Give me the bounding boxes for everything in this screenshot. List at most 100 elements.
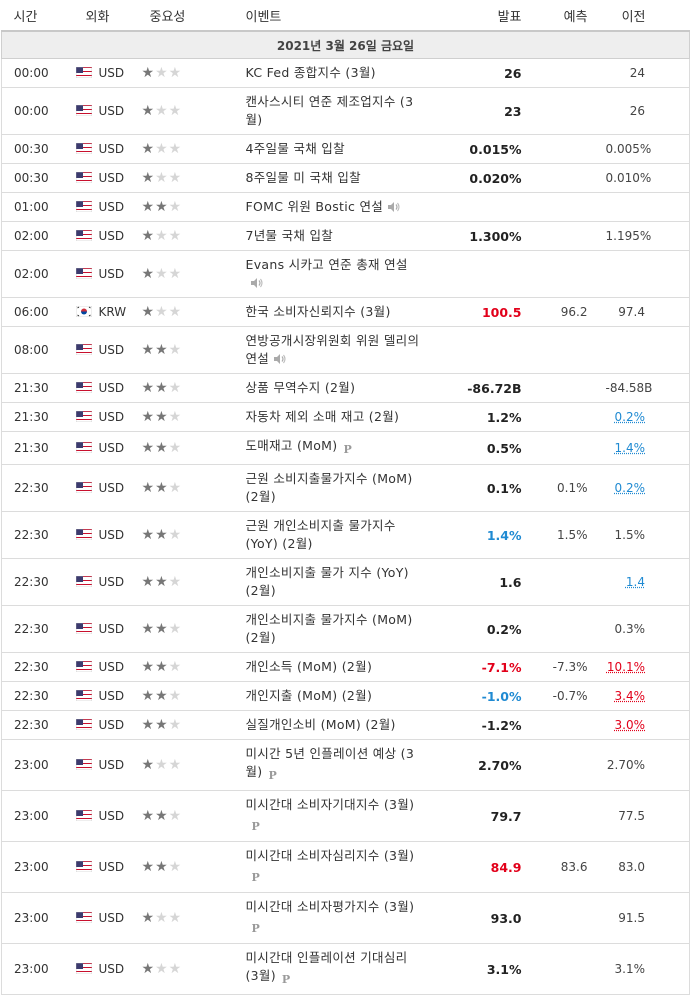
previous-value[interactable]: 3.0%	[615, 718, 646, 732]
event-name[interactable]: 4주일물 국채 입찰	[238, 135, 430, 164]
event-title[interactable]: 연방공개시장위원회 위원 델리의 연설	[246, 333, 420, 366]
event-title[interactable]: 7년물 국채 입찰	[246, 228, 334, 243]
table-row[interactable]: 22:30 USD ★★★ 개인소비지출 물가 지수 (YoY) (2월) 1.6 1.4	[2, 559, 690, 606]
speaker-icon	[387, 201, 401, 213]
event-title[interactable]: 개인지출 (MoM) (2월)	[246, 688, 373, 703]
event-title[interactable]: 미시간대 소비자기대지수 (3월)	[246, 797, 415, 812]
header-time[interactable]: 시간	[2, 0, 72, 31]
event-name[interactable]: 한국 소비자신뢰지수 (3월)	[238, 298, 430, 327]
event-title[interactable]: 8주일물 미 국채 입찰	[246, 170, 361, 185]
event-title[interactable]: 개인소비지출 물가지수 (MoM) (2월)	[246, 612, 413, 645]
event-currency: USD	[72, 740, 138, 791]
event-name[interactable]: KC Fed 종합지수 (3월)	[238, 59, 430, 88]
previous-value[interactable]: 3.4%	[615, 689, 646, 703]
event-title[interactable]: 한국 소비자신뢰지수 (3월)	[246, 304, 391, 319]
table-row[interactable]: 22:30 USD ★★★ 개인소비지출 물가지수 (MoM) (2월) 0.2% 0.3…	[2, 606, 690, 653]
event-title[interactable]: 자동차 제외 소매 재고 (2월)	[246, 409, 400, 424]
event-name[interactable]: 도매재고 (MoM) P	[238, 432, 430, 465]
table-row[interactable]: 00:00 USD ★★★ KC Fed 종합지수 (3월) 26 24	[2, 59, 690, 88]
table-row[interactable]: 22:30 USD ★★★ 개인지출 (MoM) (2월) -1.0% -0.7% 3.4%	[2, 682, 690, 711]
star-icon: ★	[169, 199, 183, 215]
event-title[interactable]: 4주일물 국채 입찰	[246, 141, 345, 156]
table-row[interactable]: 06:00 KRW ★★★ 한국 소비자신뢰지수 (3월) 100.5 96.2 97.4	[2, 298, 690, 327]
table-row[interactable]: 23:00 USD ★★★ 미시간대 인플레이션 기대심리 (3월) P 3.1% 3.1%	[2, 944, 690, 995]
previous-value[interactable]: 1.4%	[615, 441, 646, 455]
event-title[interactable]: KC Fed 종합지수 (3월)	[246, 65, 376, 80]
header-importance[interactable]: 중요성	[138, 0, 238, 31]
event-name[interactable]: 미시간대 소비자평가지수 (3월) P	[238, 893, 430, 944]
table-row[interactable]: 22:30 USD ★★★ 근원 개인소비지출 물가지수 (YoY) (2월) 1.4%…	[2, 512, 690, 559]
table-row[interactable]: 22:30 USD ★★★ 실질개인소비 (MoM) (2월) -1.2% 3.0%	[2, 711, 690, 740]
table-row[interactable]: 21:30 USD ★★★ 도매재고 (MoM) P 0.5% 1.4%	[2, 432, 690, 465]
event-title[interactable]: 실질개인소비 (MoM) (2월)	[246, 717, 396, 732]
previous-value[interactable]: 0.2%	[615, 481, 646, 495]
event-title[interactable]: 개인소득 (MoM) (2월)	[246, 659, 373, 674]
event-name[interactable]: 개인소득 (MoM) (2월)	[238, 653, 430, 682]
previous-value[interactable]: 0.2%	[615, 410, 646, 424]
table-row[interactable]: 22:30 USD ★★★ 개인소득 (MoM) (2월) -7.1% -7.3% 10.1…	[2, 653, 690, 682]
table-row[interactable]: 23:00 USD ★★★ 미시간대 소비자평가지수 (3월)P 93.0 91.5	[2, 893, 690, 944]
event-title[interactable]: 미시간대 소비자평가지수 (3월)	[246, 899, 415, 914]
currency-code: USD	[99, 758, 125, 772]
event-name[interactable]: 미시간대 인플레이션 기대심리 (3월) P	[238, 944, 430, 995]
event-title[interactable]: Evans 시카고 연준 총재 연설	[246, 257, 408, 272]
table-row[interactable]: 00:30 USD ★★★ 8주일물 미 국채 입찰 0.020% 0.010%	[2, 164, 690, 193]
header-previous[interactable]: 이전	[606, 0, 690, 31]
header-forecast[interactable]: 예측	[530, 0, 606, 31]
event-name[interactable]: 7년물 국채 입찰	[238, 222, 430, 251]
event-name[interactable]: 개인소비지출 물가지수 (MoM) (2월)	[238, 606, 430, 653]
previous-value[interactable]: 10.1%	[607, 660, 645, 674]
event-time: 21:30	[2, 403, 72, 432]
table-row[interactable]: 02:00 USD ★★★ 7년물 국채 입찰 1.300% 1.195%	[2, 222, 690, 251]
event-actual: 100.5	[430, 298, 530, 327]
event-title[interactable]: 도매재고 (MoM)	[246, 438, 338, 453]
event-name[interactable]: 상품 무역수지 (2월)	[238, 374, 430, 403]
event-name[interactable]: 연방공개시장위원회 위원 델리의 연설	[238, 327, 430, 374]
event-previous: 3.4%	[606, 682, 690, 711]
event-title[interactable]: 근원 개인소비지출 물가지수 (YoY) (2월)	[246, 518, 396, 551]
event-title[interactable]: 미시간대 인플레이션 기대심리 (3월)	[246, 950, 408, 983]
header-event[interactable]: 이벤트	[238, 0, 430, 31]
event-name[interactable]: 근원 개인소비지출 물가지수 (YoY) (2월)	[238, 512, 430, 559]
event-name[interactable]: 8주일물 미 국채 입찰	[238, 164, 430, 193]
event-previous: 10.1%	[606, 653, 690, 682]
header-currency[interactable]: 외화	[72, 0, 138, 31]
event-title[interactable]: FOMC 위원 Bostic 연설	[246, 199, 384, 214]
event-title[interactable]: 미시간대 소비자심리지수 (3월)	[246, 848, 415, 863]
event-name[interactable]: 자동차 제외 소매 재고 (2월)	[238, 403, 430, 432]
event-title[interactable]: 캔사스시티 연준 제조업지수 (3월)	[246, 94, 414, 127]
table-row[interactable]: 00:00 USD ★★★ 캔사스시티 연준 제조업지수 (3월) 23 26	[2, 88, 690, 135]
event-name[interactable]: FOMC 위원 Bostic 연설	[238, 193, 430, 222]
header-actual[interactable]: 발표	[430, 0, 530, 31]
event-name[interactable]: 캔사스시티 연준 제조업지수 (3월)	[238, 88, 430, 135]
event-name[interactable]: Evans 시카고 연준 총재 연설	[238, 251, 430, 298]
event-name[interactable]: 개인소비지출 물가 지수 (YoY) (2월)	[238, 559, 430, 606]
event-title[interactable]: 상품 무역수지 (2월)	[246, 380, 356, 395]
event-title[interactable]: 근원 소비지출물가지수 (MoM) (2월)	[246, 471, 413, 504]
event-name[interactable]: 개인지출 (MoM) (2월)	[238, 682, 430, 711]
table-row[interactable]: 01:00 USD ★★★ FOMC 위원 Bostic 연설	[2, 193, 690, 222]
table-row[interactable]: 23:00 USD ★★★ 미시간 5년 인플레이션 예상 (3월) P 2.70% 2.7…	[2, 740, 690, 791]
table-row[interactable]: 22:30 USD ★★★ 근원 소비지출물가지수 (MoM) (2월) 0.1% 0.1…	[2, 465, 690, 512]
event-name[interactable]: 근원 소비지출물가지수 (MoM) (2월)	[238, 465, 430, 512]
event-name[interactable]: 실질개인소비 (MoM) (2월)	[238, 711, 430, 740]
table-row[interactable]: 00:30 USD ★★★ 4주일물 국채 입찰 0.015% 0.005%	[2, 135, 690, 164]
table-row[interactable]: 23:00 USD ★★★ 미시간대 소비자기대지수 (3월)P 79.7 77.5	[2, 791, 690, 842]
event-name[interactable]: 미시간 5년 인플레이션 예상 (3월) P	[238, 740, 430, 791]
event-actual: 0.5%	[430, 432, 530, 465]
table-row[interactable]: 21:30 USD ★★★ 자동차 제외 소매 재고 (2월) 1.2% 0.2%	[2, 403, 690, 432]
table-row[interactable]: 02:00 USD ★★★ Evans 시카고 연준 총재 연설	[2, 251, 690, 298]
event-name[interactable]: 미시간대 소비자기대지수 (3월) P	[238, 791, 430, 842]
table-row[interactable]: 08:00 USD ★★★ 연방공개시장위원회 위원 델리의 연설	[2, 327, 690, 374]
event-actual: 79.7	[430, 791, 530, 842]
currency-code: USD	[99, 66, 125, 80]
table-row[interactable]: 21:30 USD ★★★ 상품 무역수지 (2월) -86.72B -84.58B	[2, 374, 690, 403]
us-flag-icon	[76, 810, 92, 821]
star-icon: ★	[142, 859, 156, 875]
previous-value[interactable]: 1.4	[626, 575, 645, 589]
event-title[interactable]: 개인소비지출 물가 지수 (YoY) (2월)	[246, 565, 409, 598]
table-row[interactable]: 23:00 USD ★★★ 미시간대 소비자심리지수 (3월)P 84.9 83.6 83.…	[2, 842, 690, 893]
event-name[interactable]: 미시간대 소비자심리지수 (3월) P	[238, 842, 430, 893]
event-actual: 1.300%	[430, 222, 530, 251]
event-forecast: 96.2	[530, 298, 606, 327]
